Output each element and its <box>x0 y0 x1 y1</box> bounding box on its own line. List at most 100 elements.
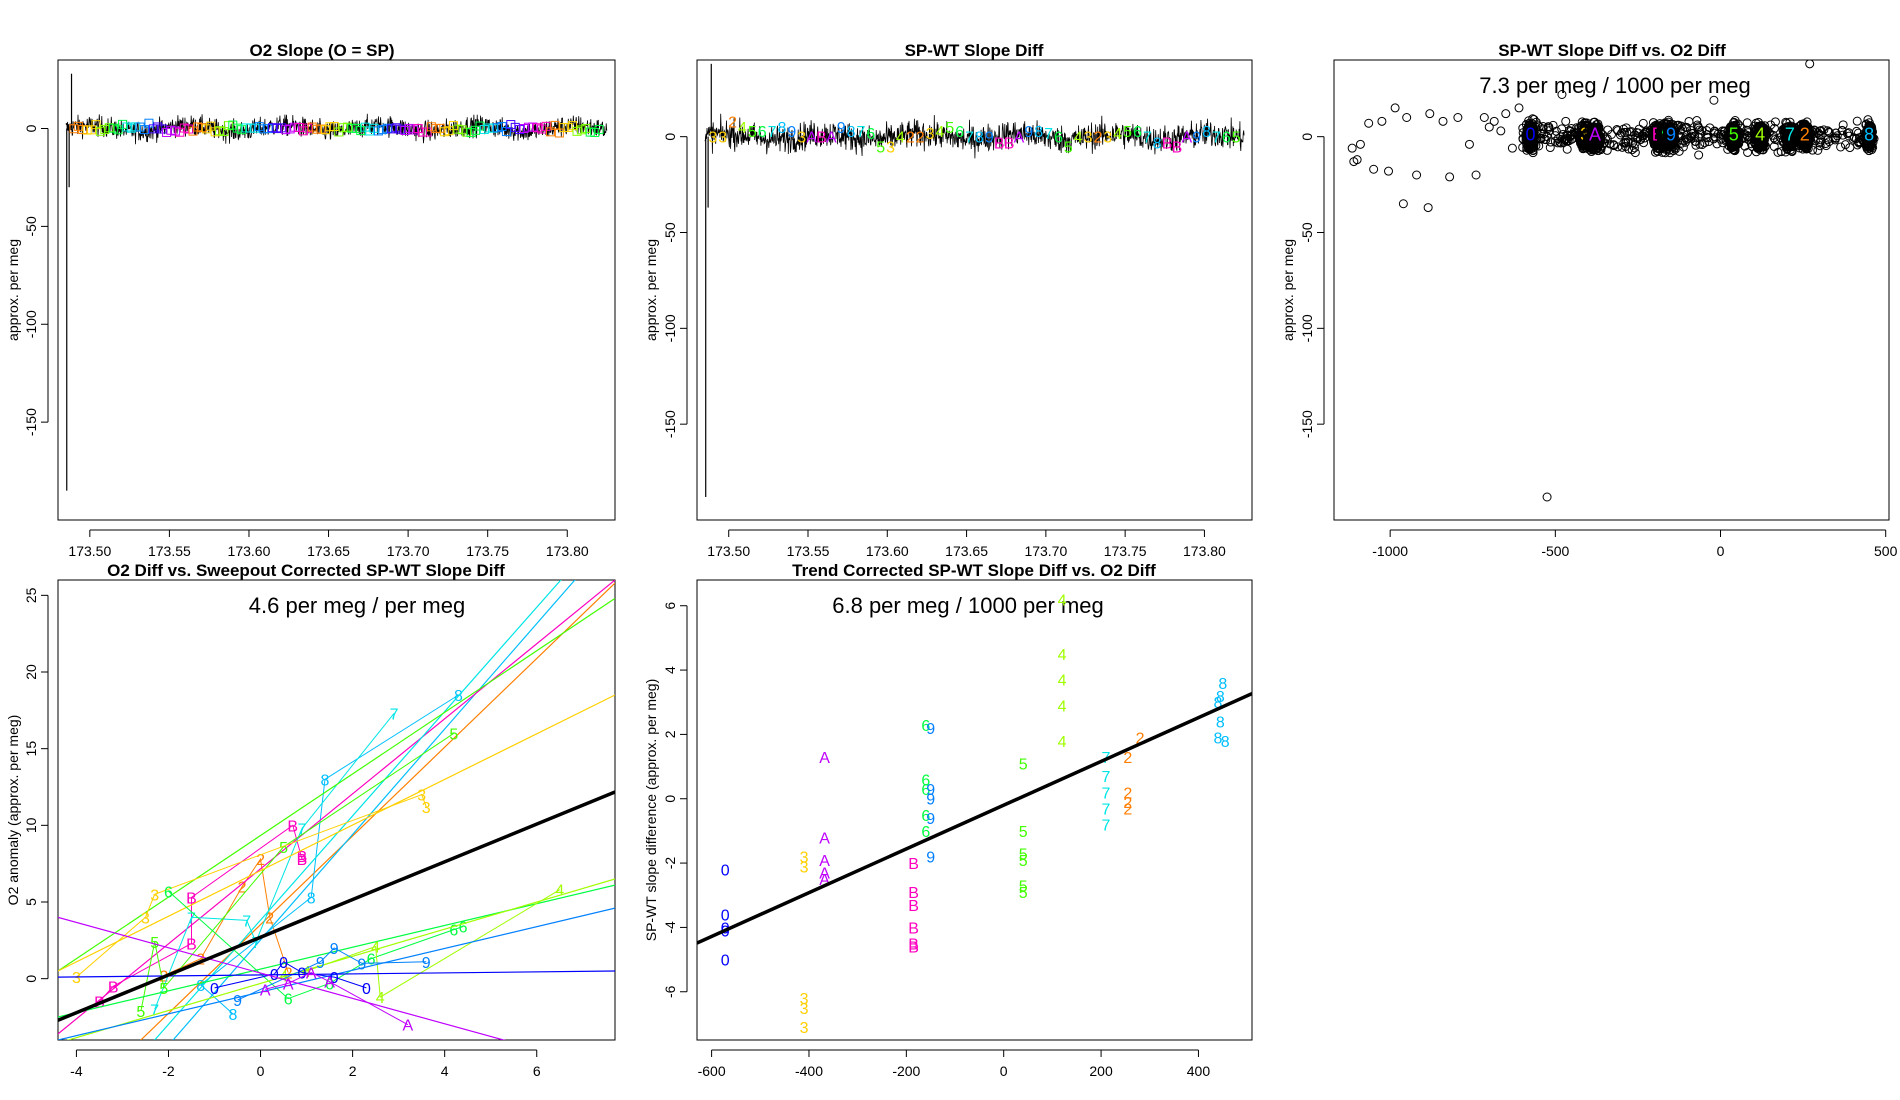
y-tick-label: 25 <box>23 587 39 603</box>
scatter-point <box>1384 166 1394 176</box>
point-label: 6 <box>955 124 964 141</box>
scatter-point <box>1815 126 1825 136</box>
series-path <box>199 694 459 1015</box>
scatter-point <box>1758 139 1768 149</box>
series-point-label: 0 <box>279 955 288 972</box>
plot-clip: 0 3A B69 5 4 7 2 8 <box>1347 60 1879 502</box>
scatter-point <box>1844 128 1854 138</box>
point-label: B <box>1004 135 1015 152</box>
scatter-point <box>1743 147 1753 157</box>
scatter-point <box>1691 137 1701 147</box>
scatter-point <box>1590 139 1600 149</box>
point-label: 8 <box>1202 124 1211 141</box>
point-label: 4 <box>896 130 905 147</box>
x-tick-label: 0 <box>1717 543 1725 559</box>
scatter-point-label: 5 <box>1019 885 1028 902</box>
scatter-point-label: 4 <box>1058 673 1067 690</box>
point-label: 4 <box>738 120 747 137</box>
scatter-point <box>1526 139 1536 149</box>
scatter-point-label: 9 <box>926 850 935 867</box>
x-tick-label: -500 <box>1541 543 1569 559</box>
plot-clip: 0000033333AAAAABBBBBB6666699999555555444… <box>697 592 1252 1037</box>
scatter-point <box>1632 128 1642 138</box>
y-tick-label: -50 <box>662 222 678 242</box>
y-tick-label: 2 <box>662 730 678 738</box>
point-label: A <box>1014 130 1025 147</box>
x-tick-label: -400 <box>795 1063 823 1079</box>
panel-trend-corrected: Trend Corrected SP-WT Slope Diff vs. O2 … <box>643 561 1253 1079</box>
point-label: A <box>806 130 817 147</box>
cluster-label: 9 <box>1666 125 1676 145</box>
y-tick-label: 5 <box>23 898 39 906</box>
y-tick-label: 4 <box>662 666 678 674</box>
point-label: 2 <box>906 130 915 147</box>
x-tick-label: 173.55 <box>148 543 191 559</box>
panel-slope-diff-vs-o2-diff: SP-WT Slope Diff vs. O2 Diff approx. per… <box>1280 41 1898 559</box>
series-fit-line <box>58 580 615 1035</box>
scatter-point <box>1848 134 1858 144</box>
scatter-point <box>1667 136 1677 146</box>
scatter-point <box>1700 138 1710 148</box>
x-tick-label: 173.75 <box>1104 543 1147 559</box>
y-axis: 0 -50 -100 -150 <box>1299 133 1325 438</box>
series-point-label: 9 <box>316 955 325 972</box>
scatter-point <box>1805 131 1815 141</box>
x-tick-label: 0 <box>257 1063 265 1079</box>
panel-o2-slope: O2 Slope (O = SP) approx. per meg 173.50… <box>5 41 616 559</box>
point-label: 6 <box>866 126 875 143</box>
panel-sp-wt-slope-diff-plot-area: 173.50 173.55 173.60 173.65 173.70 173.75 173.… <box>662 63 1245 559</box>
scatter-point <box>1471 170 1481 180</box>
y-tick-label: -150 <box>23 408 39 436</box>
point-label: 2 <box>728 114 737 131</box>
x-tick-label: -4 <box>70 1063 83 1079</box>
x-tick-label: 2 <box>349 1063 357 1079</box>
scatter-point <box>1776 147 1786 157</box>
scatter-point <box>1802 142 1812 152</box>
overall-fit-line <box>697 692 1252 945</box>
scatter-point <box>1842 129 1852 139</box>
scatter-point <box>1501 109 1511 119</box>
scatter-point-label: B <box>908 898 919 915</box>
panel-o2-slope-plot-area: 173.50 173.55 173.60 173.65 173.70 173.75 173.… <box>23 73 608 559</box>
scatter-point <box>1692 116 1702 126</box>
scatter-point <box>1664 134 1674 144</box>
y-tick-label: -100 <box>662 314 678 342</box>
series-point-label: 3 <box>141 910 150 927</box>
scatter-point <box>1785 117 1795 127</box>
point-label: 6 <box>1054 130 1063 147</box>
cluster-label: 0 <box>1526 125 1536 145</box>
panel-sp-wt-slope-diff-title: SP-WT Slope Diff <box>905 41 1044 60</box>
panel-slope-diff-vs-o2-diff-ylabel: approx. per meg <box>1280 239 1296 341</box>
cluster-label: 8 <box>1864 125 1874 145</box>
scatter-point <box>1507 143 1517 153</box>
scatter-point <box>1369 164 1379 174</box>
y-tick-label: -50 <box>23 216 39 236</box>
series-point-label: 6 <box>284 992 293 1009</box>
scatter-point-label: B <box>908 940 919 957</box>
series-fit-line <box>58 694 615 972</box>
y-axis: 0 -50 -100 -150 <box>23 124 49 436</box>
panel-o2-diff-vs-sweepout-annotation: 4.6 per meg / per meg <box>249 593 465 618</box>
scatter-point <box>1682 122 1692 132</box>
series-point-label: A <box>324 975 335 992</box>
point-label: 7 <box>965 130 974 147</box>
scatter-point <box>1623 137 1633 147</box>
scatter-point <box>1837 125 1847 135</box>
series-point-label: 2 <box>238 880 247 897</box>
scatter-point <box>1622 127 1632 137</box>
cluster-label: 2 <box>1800 125 1810 145</box>
point-label: 2 <box>916 130 925 147</box>
cluster-label: 5 <box>1729 125 1739 145</box>
scatter-point-label: 4 <box>1058 647 1067 664</box>
scatter-point <box>1852 116 1862 126</box>
y-tick-label: -6 <box>662 985 678 998</box>
point-label: 9 <box>837 120 846 137</box>
scatter-point <box>1754 132 1764 142</box>
series-point-label: A <box>283 976 294 993</box>
panel-o2-diff-vs-sweepout-ylabel: O2 anomaly (approx. per meg) <box>5 715 21 906</box>
scatter-point <box>1836 142 1846 152</box>
series-point-label: 9 <box>330 941 339 958</box>
scatter-point <box>1824 137 1834 147</box>
point-label: 3 <box>926 126 935 143</box>
